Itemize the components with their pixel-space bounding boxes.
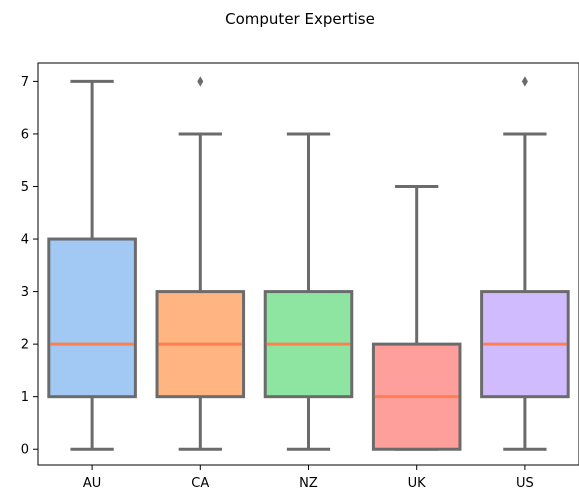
box-group-au [47, 79, 137, 451]
x-tick-label: NZ [299, 476, 318, 491]
x-tick-label: UK [408, 476, 427, 491]
box [47, 237, 137, 399]
x-tick-label: CA [191, 476, 209, 491]
y-tick-label: 4 [21, 233, 29, 248]
y-tick-label: 3 [21, 285, 29, 300]
x-tick-label: AU [83, 476, 101, 491]
y-tick-label: 2 [21, 338, 29, 353]
y-tick-label: 5 [21, 180, 29, 195]
box-group-ca [155, 76, 246, 451]
x-axis: AU CA NZ UK US [83, 465, 534, 491]
outlier-point [197, 76, 204, 87]
box-group-nz [263, 132, 354, 451]
chart-title: Computer Expertise [225, 10, 375, 28]
y-axis: 0 1 2 3 4 5 6 7 [21, 75, 38, 458]
boxes-layer [47, 76, 570, 451]
y-tick-label: 0 [21, 443, 29, 458]
y-tick-label: 6 [21, 127, 29, 142]
box-group-us [480, 76, 570, 451]
x-tick-label: US [516, 476, 534, 491]
outlier-point [521, 76, 528, 87]
box-group-uk [371, 184, 462, 451]
y-tick-label: 1 [21, 390, 29, 405]
y-tick-label: 7 [21, 75, 29, 90]
